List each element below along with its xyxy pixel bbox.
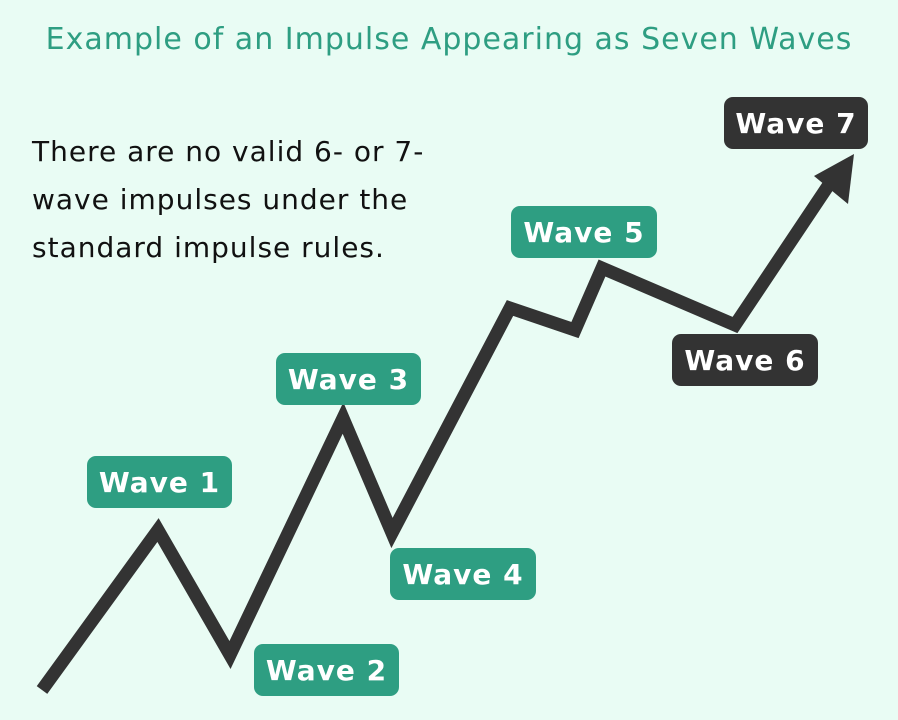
label-wave-3: Wave 3	[276, 353, 421, 405]
note-text: There are no valid 6- or 7-wave impulses…	[32, 135, 425, 264]
label-wave-6: Wave 6	[672, 334, 818, 386]
diagram-title: Example of an Impulse Appearing as Seven…	[45, 22, 853, 57]
label-wave-5: Wave 5	[511, 206, 657, 258]
label-wave-4: Wave 4	[390, 548, 536, 600]
label-wave-1: Wave 1	[87, 456, 232, 508]
label-wave-7: Wave 7	[724, 97, 868, 149]
wave-path	[36, 176, 838, 694]
label-wave-2: Wave 2	[254, 644, 399, 696]
arrow-head-icon	[814, 154, 854, 204]
